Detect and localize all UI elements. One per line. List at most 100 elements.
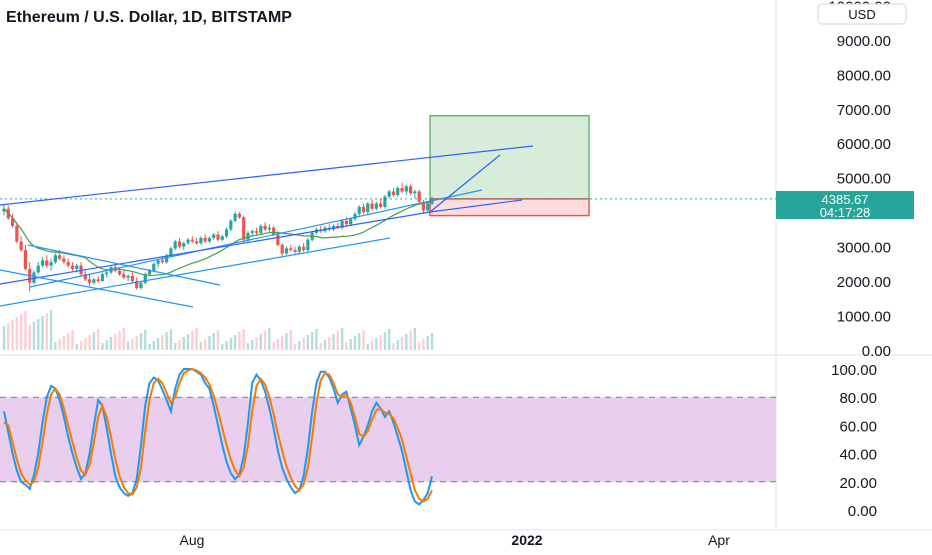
volume-bar [165,332,168,350]
volume-bar [246,343,250,350]
candle-body [361,206,366,213]
candle-body [426,203,430,211]
time-tick-label: Aug [180,532,205,548]
price-tick-label: 0.00 [862,343,891,360]
candle-body [100,274,105,282]
candle [220,234,224,242]
volume-bar [255,337,258,350]
candle-body [122,274,126,278]
candle-body [246,232,250,240]
candle [237,212,241,220]
price-tick-label: 6000.00 [837,136,891,153]
candle [383,194,387,209]
chart-title: Ethereum / U.S. Dollar, 1D, BITSTAMP [6,9,292,26]
volume-bar [216,330,220,350]
candle-body [92,279,96,283]
candle-body [344,220,348,225]
volume-bar [105,340,108,350]
stochastic-pane[interactable] [0,367,776,506]
candle-body [49,262,53,266]
candle [32,270,36,285]
volume-bar [131,339,134,350]
volume-bar [62,336,66,350]
candle-body [75,265,79,270]
candle [340,219,344,230]
candle-body [160,260,164,263]
volume-bar [422,339,425,350]
volume-bar [229,338,233,350]
volume-bar [148,344,151,350]
volume-bar [195,328,198,350]
candle-body [216,234,220,240]
volume-bar [379,335,382,350]
last-price-label: 4385.67 04:17:28 [776,191,914,220]
candle-body [135,281,139,288]
candle-body [195,241,199,244]
candle [135,277,139,290]
volume-bar [332,334,335,350]
volume-bar [96,329,100,350]
currency-button[interactable]: USD [817,3,907,25]
candle [15,222,19,244]
candle-body [280,244,284,254]
volume-bar [67,333,70,350]
candle-body [19,241,23,251]
candle [66,258,70,268]
volume-bar [122,328,126,350]
volume-bar [319,343,322,350]
candle-body [152,263,156,271]
volume-bar [345,342,348,350]
target-profit-zone [429,114,590,200]
volume-bar [118,331,121,350]
candle [186,238,190,245]
volume-bar [366,344,369,350]
volume-bar [353,336,357,350]
volume-bar [413,328,417,350]
price-tick-label: 1000.00 [837,309,891,326]
price-tick-label: 9000.00 [837,33,891,50]
candle-body [15,225,19,242]
volume-bar [152,341,155,350]
volume-bar [233,335,237,350]
candle-body [58,255,62,259]
candle [83,270,87,282]
candle-body [276,234,280,245]
volume-bar [24,311,27,350]
candle-body [32,272,36,283]
candle-body [254,231,259,233]
candle [182,241,186,251]
candle [413,189,417,199]
candle [267,224,271,233]
volume-bar [41,316,44,350]
candle [199,236,203,245]
candle [92,277,96,285]
candle [387,189,391,199]
volume-bar [79,341,83,350]
time-axis[interactable]: Aug 2022 Apr [180,532,731,548]
candle-body [190,239,194,242]
candle [96,275,100,283]
candle-body [147,270,152,275]
volume-bar [276,339,280,350]
candle [23,244,27,271]
trend-drawings[interactable] [0,145,534,308]
candle-body [62,258,66,263]
candle-body [173,241,177,249]
volume-bar [289,330,292,350]
candle [302,243,306,252]
candle-body [293,250,297,252]
candle [130,272,134,283]
volume-bar [2,326,6,350]
volume-bar [75,344,78,350]
volume-bar [349,339,352,350]
candle [177,238,182,249]
candle [370,200,374,211]
candle [379,198,383,209]
volume-bars [2,310,434,350]
candle-body [396,188,400,195]
channel-upper-line [0,145,534,206]
stop-loss-zone [429,198,590,217]
candle [306,238,310,252]
candle-body [117,270,122,275]
